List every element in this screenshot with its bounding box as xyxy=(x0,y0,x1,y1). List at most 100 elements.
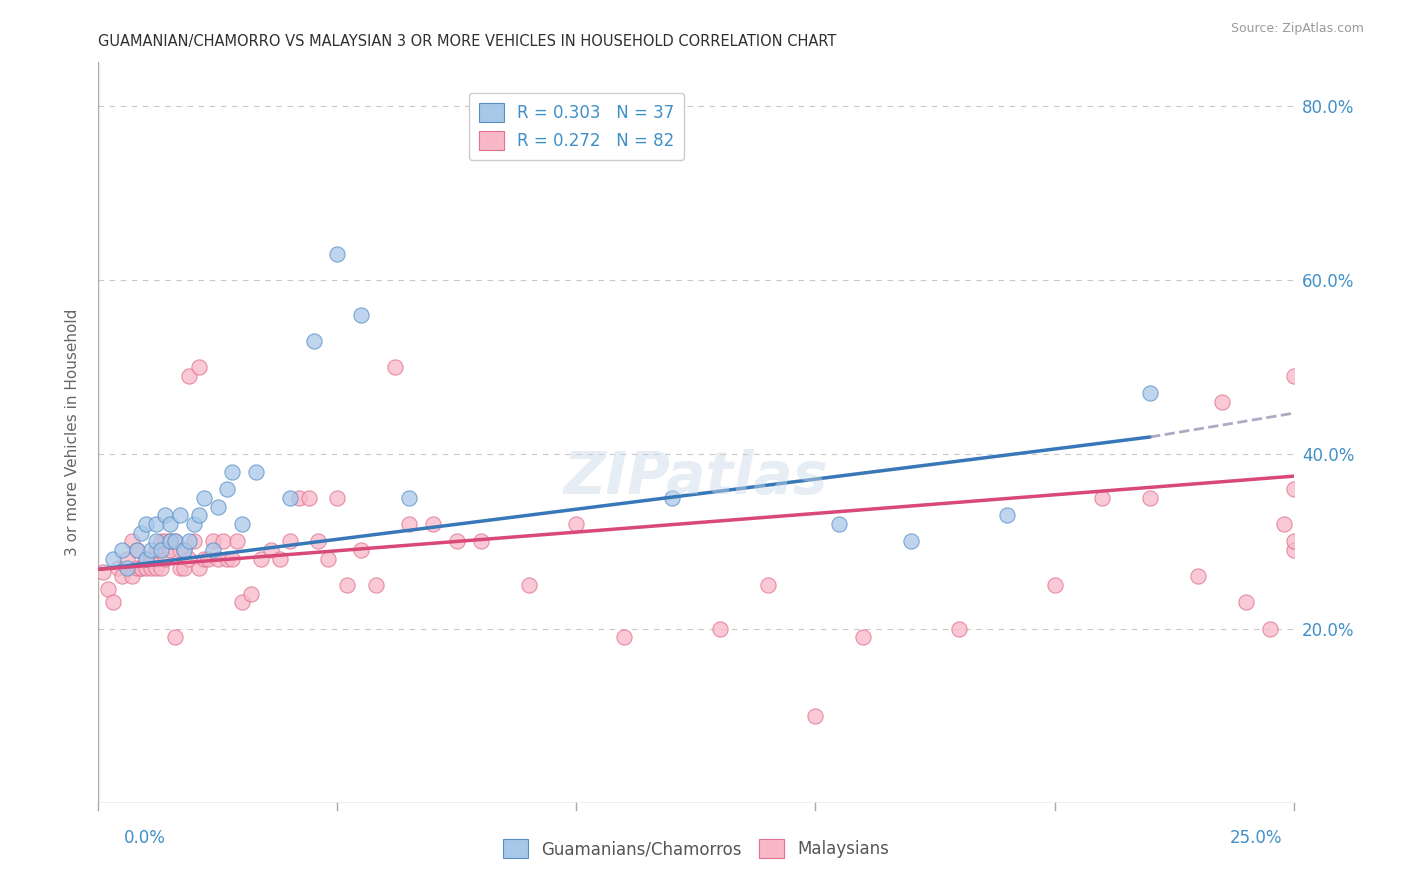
Point xyxy=(269,552,291,566)
Point xyxy=(470,534,492,549)
Point xyxy=(350,308,373,322)
Point xyxy=(125,543,148,558)
Point xyxy=(565,517,588,532)
Point xyxy=(384,360,406,375)
Point xyxy=(1139,386,1161,401)
Point xyxy=(364,578,387,592)
Point xyxy=(163,534,186,549)
Point xyxy=(125,543,148,558)
Point xyxy=(155,534,177,549)
Point xyxy=(259,543,281,558)
Point xyxy=(1139,491,1161,505)
Point xyxy=(97,582,120,597)
Point xyxy=(187,360,209,375)
Point xyxy=(159,543,181,558)
Point xyxy=(202,534,225,549)
Point xyxy=(709,622,731,636)
Point xyxy=(1258,622,1281,636)
Point xyxy=(179,552,201,566)
Point xyxy=(145,517,167,532)
Point xyxy=(1234,595,1257,609)
Text: 0.0%: 0.0% xyxy=(124,829,166,847)
Point xyxy=(159,517,181,532)
Point xyxy=(173,543,195,558)
Point xyxy=(302,334,325,348)
Point xyxy=(101,595,124,609)
Point xyxy=(298,491,321,505)
Point xyxy=(326,491,349,505)
Point xyxy=(173,543,195,558)
Point xyxy=(193,552,215,566)
Point xyxy=(139,552,162,566)
Point xyxy=(307,534,329,549)
Point xyxy=(121,569,143,583)
Point xyxy=(131,560,153,574)
Point xyxy=(1043,578,1066,592)
Point xyxy=(240,587,263,601)
Point xyxy=(446,534,468,549)
Y-axis label: 3 or more Vehicles in Household: 3 or more Vehicles in Household xyxy=(65,309,80,557)
Point xyxy=(135,552,157,566)
Point xyxy=(169,508,191,523)
Point xyxy=(163,534,186,549)
Point xyxy=(149,543,172,558)
Point xyxy=(115,552,138,566)
Point xyxy=(155,552,177,566)
Point xyxy=(159,534,181,549)
Point xyxy=(1272,517,1295,532)
Point xyxy=(1282,369,1305,384)
Point xyxy=(149,534,172,549)
Point xyxy=(193,491,215,505)
Point xyxy=(179,369,201,384)
Point xyxy=(1187,569,1209,583)
Point xyxy=(115,560,138,574)
Point xyxy=(187,560,209,574)
Point xyxy=(139,543,162,558)
Point xyxy=(828,517,851,532)
Point xyxy=(245,465,267,479)
Point xyxy=(183,534,205,549)
Point xyxy=(350,543,373,558)
Point xyxy=(139,560,162,574)
Point xyxy=(207,552,229,566)
Point xyxy=(250,552,273,566)
Point xyxy=(207,500,229,514)
Point xyxy=(135,517,157,532)
Point xyxy=(231,595,253,609)
Point xyxy=(1211,395,1233,409)
Point xyxy=(202,543,225,558)
Point xyxy=(131,525,153,540)
Point xyxy=(149,560,172,574)
Point xyxy=(111,569,134,583)
Point xyxy=(231,517,253,532)
Text: 25.0%: 25.0% xyxy=(1230,829,1282,847)
Point xyxy=(187,508,209,523)
Point xyxy=(288,491,311,505)
Point xyxy=(221,465,243,479)
Point xyxy=(111,543,134,558)
Point xyxy=(169,543,191,558)
Point xyxy=(948,622,970,636)
Point xyxy=(211,534,233,549)
Point xyxy=(179,534,201,549)
Point xyxy=(183,517,205,532)
Point xyxy=(101,552,124,566)
Point xyxy=(326,247,349,261)
Point xyxy=(995,508,1018,523)
Point xyxy=(135,552,157,566)
Point xyxy=(145,560,167,574)
Point xyxy=(661,491,683,505)
Point xyxy=(173,560,195,574)
Point xyxy=(91,565,114,579)
Point xyxy=(1282,482,1305,496)
Point xyxy=(197,552,219,566)
Point xyxy=(163,630,186,644)
Point xyxy=(1282,543,1305,558)
Point xyxy=(756,578,779,592)
Point xyxy=(135,560,157,574)
Point xyxy=(221,552,243,566)
Point xyxy=(517,578,540,592)
Point xyxy=(900,534,922,549)
Text: Source: ZipAtlas.com: Source: ZipAtlas.com xyxy=(1230,22,1364,36)
Point xyxy=(131,560,153,574)
